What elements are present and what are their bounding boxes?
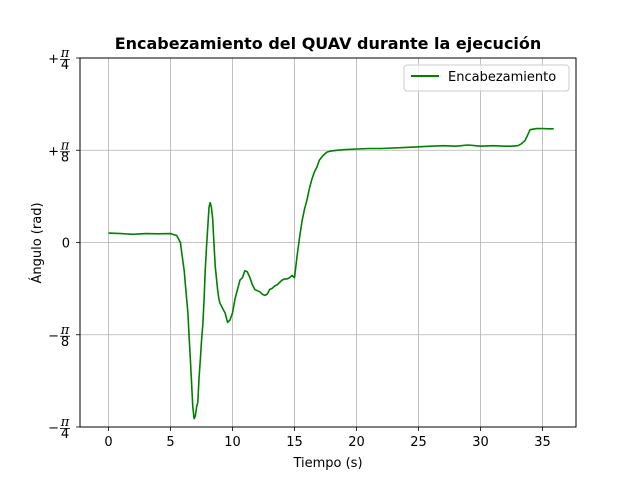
x-tick-label: 25 [410, 435, 427, 450]
x-tick-label: 0 [104, 435, 112, 450]
y-tick-label: + π4 [48, 46, 70, 73]
y-tick-numerator: π [60, 415, 70, 430]
grid [80, 57, 576, 428]
x-axis-label: Tiempo (s) [292, 456, 362, 471]
y-tick-denominator: 8 [61, 150, 69, 165]
y-tick-denominator: 8 [61, 335, 69, 350]
x-tick-label: 30 [472, 435, 489, 450]
y-tick-numerator: π [60, 46, 70, 61]
y-tick-label: + π8 [48, 138, 70, 165]
y-tick-denominator: 4 [61, 58, 69, 73]
legend-label: Encabezamiento [448, 70, 556, 85]
y-tick-denominator: 4 [61, 427, 69, 442]
y-tick-label: − π4 [48, 415, 70, 442]
series-line [108, 127, 554, 420]
y-tick-label: 0 [62, 237, 70, 252]
y-tick-sign: + [48, 52, 59, 67]
chart-title: Encabezamiento del QUAV durante la ejecu… [115, 34, 542, 53]
y-tick-sign: − [48, 421, 59, 436]
y-tick-sign: − [48, 329, 59, 344]
x-tick-label: 5 [166, 435, 174, 450]
series-layer [108, 127, 554, 420]
legend: Encabezamiento [403, 64, 570, 92]
y-tick-sign: + [48, 144, 59, 159]
y-axis-label: Ángulo (rad) [29, 202, 45, 283]
x-tick-label: 35 [534, 435, 551, 450]
y-tick-label: − π8 [48, 323, 70, 350]
x-tick-label: 15 [286, 435, 303, 450]
x-tick-label: 10 [224, 435, 241, 450]
y-tick-numerator: π [60, 138, 70, 153]
x-tick-label: 20 [348, 435, 365, 450]
y-tick-numerator: π [60, 323, 70, 338]
y-axis: − π4− π80+ π8+ π4 [48, 46, 80, 442]
x-axis: 0 5 10 15 20 25 30 35 [104, 427, 551, 450]
y-tick-value: 0 [62, 237, 70, 252]
legend-box [403, 64, 570, 92]
